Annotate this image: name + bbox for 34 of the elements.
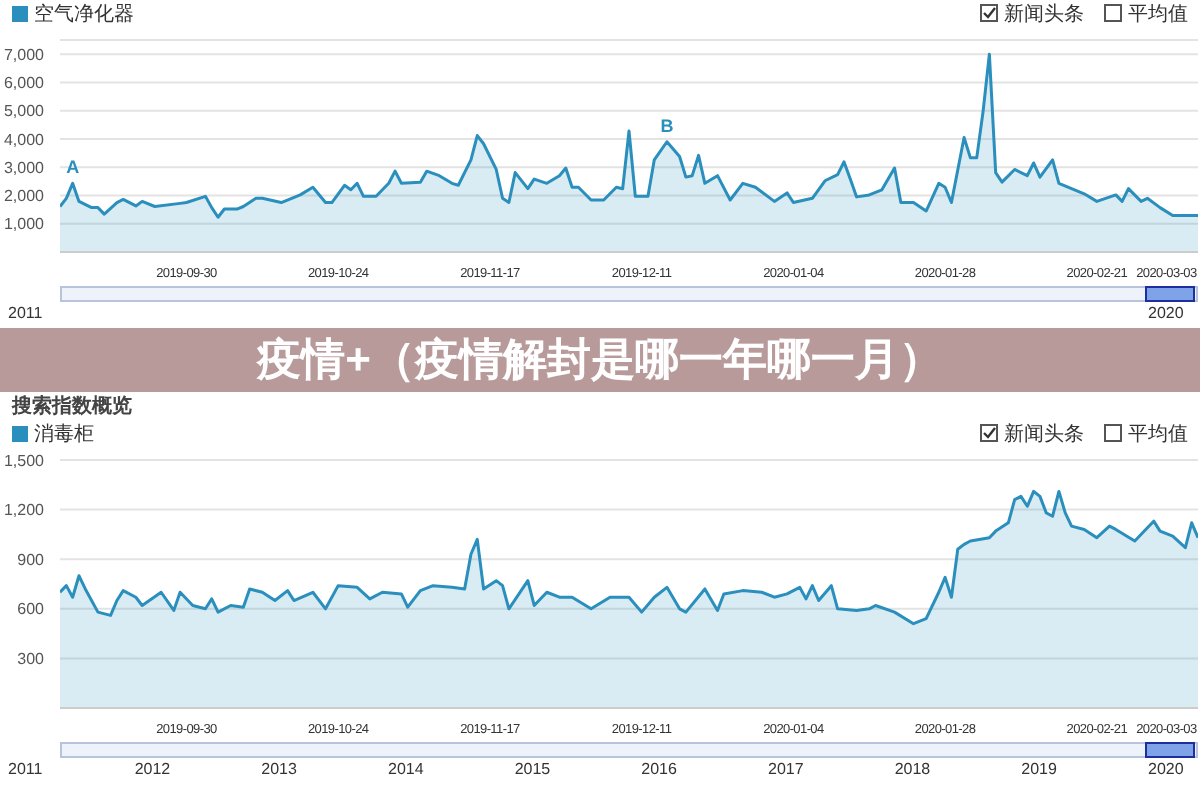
y-tick-label: 7,000 <box>3 45 46 64</box>
annotation: B <box>660 115 675 136</box>
chart-title: 疫情+（疫情解封是哪一年哪一月） <box>0 328 1200 392</box>
text: 平均值 <box>1126 421 1188 448</box>
y-tick-label: 300 <box>17 650 46 669</box>
text: 2018 <box>894 760 931 778</box>
y-tick-label: 1,500 <box>3 451 46 470</box>
text: 2015 <box>514 760 551 778</box>
text: 2016 <box>641 760 677 778</box>
text: 2011 <box>8 760 43 778</box>
text: 平均值 <box>1126 1 1188 28</box>
text: 2014 <box>388 760 424 778</box>
y-tick-label: 6,000 <box>3 74 46 93</box>
y-tick-label: 1,000 <box>3 215 46 234</box>
text: 2019 <box>1021 760 1057 778</box>
text: 2017 <box>768 760 804 778</box>
text: 2011 <box>8 304 43 322</box>
text: 2020 <box>1148 304 1184 322</box>
text: 2012 <box>134 760 171 778</box>
y-tick-label: 5,000 <box>3 102 46 121</box>
text: 新闻头条 <box>1002 1 1084 28</box>
y-tick-label: 600 <box>17 600 46 619</box>
text: 2020 <box>1148 760 1184 778</box>
y-tick-label: 4,000 <box>3 130 46 149</box>
chart-subtitle: 搜索指数概览 <box>9 393 134 420</box>
text: 2013 <box>261 760 297 778</box>
text: 新闻头条 <box>1002 421 1084 448</box>
y-tick-label: 1,200 <box>3 501 46 520</box>
y-tick-label: 900 <box>17 550 46 569</box>
y-tick-label: 2,000 <box>3 187 46 206</box>
legend-label: 消毒柜 <box>32 421 94 448</box>
y-tick-label: 3,000 <box>3 158 46 177</box>
annotation: A <box>66 157 81 178</box>
legend-label: 空气净化器 <box>32 1 134 28</box>
